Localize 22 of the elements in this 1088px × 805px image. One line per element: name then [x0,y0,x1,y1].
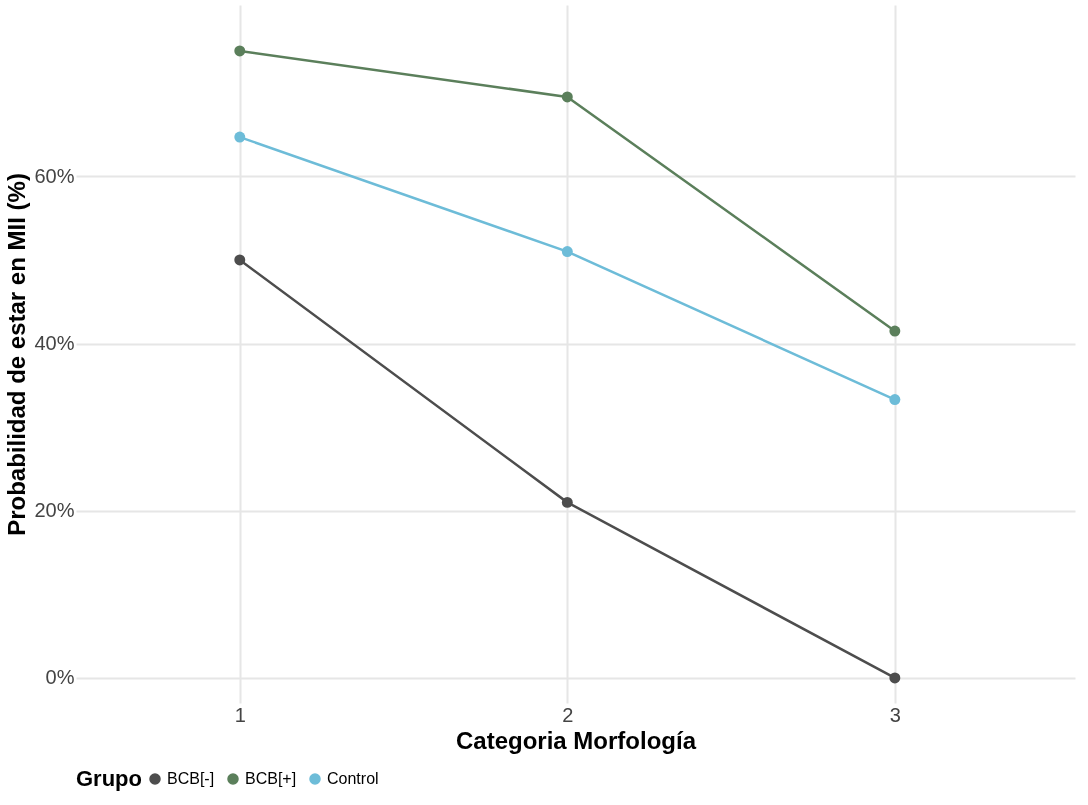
y-tick-label: 0% [45,666,75,689]
y-axis-title: Probabilidad de estar en MII (%) [3,173,31,536]
point [234,254,246,266]
legend-label: BCB[-] [167,770,215,787]
point [561,496,573,508]
point [561,91,573,103]
point [234,131,246,143]
x-tick-label: 1 [234,703,246,726]
point [889,325,901,337]
x-tick-label: 2 [562,703,574,726]
point [889,672,901,684]
y-tick-label: 20% [34,499,75,522]
y-tick-label: 60% [34,164,75,187]
x-axis-title: Categoria Morfología [455,726,697,754]
legend-title: Grupo [76,766,142,791]
legend-label: BCB[+] [245,770,297,787]
point [561,246,573,258]
point [234,45,246,57]
x-tick-label: 3 [889,703,901,726]
legend-label: Control [327,770,379,787]
point [889,394,901,406]
y-tick-label: 40% [34,332,75,355]
